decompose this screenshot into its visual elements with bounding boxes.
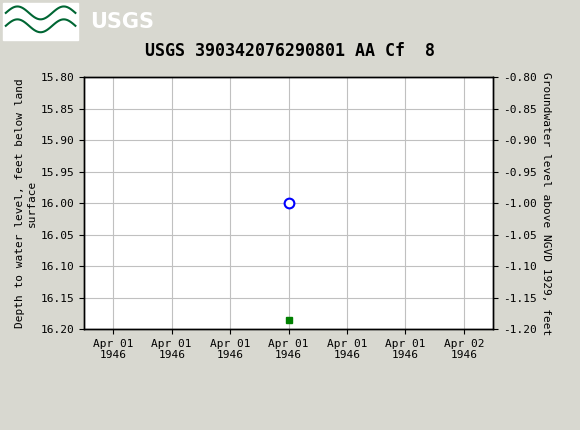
Y-axis label: Depth to water level, feet below land
surface: Depth to water level, feet below land su… <box>15 78 37 328</box>
Text: USGS 390342076290801 AA Cf  8: USGS 390342076290801 AA Cf 8 <box>145 42 435 60</box>
Y-axis label: Groundwater level above NGVD 1929, feet: Groundwater level above NGVD 1929, feet <box>541 71 550 335</box>
Text: USGS: USGS <box>90 12 154 31</box>
FancyBboxPatch shape <box>3 3 78 40</box>
